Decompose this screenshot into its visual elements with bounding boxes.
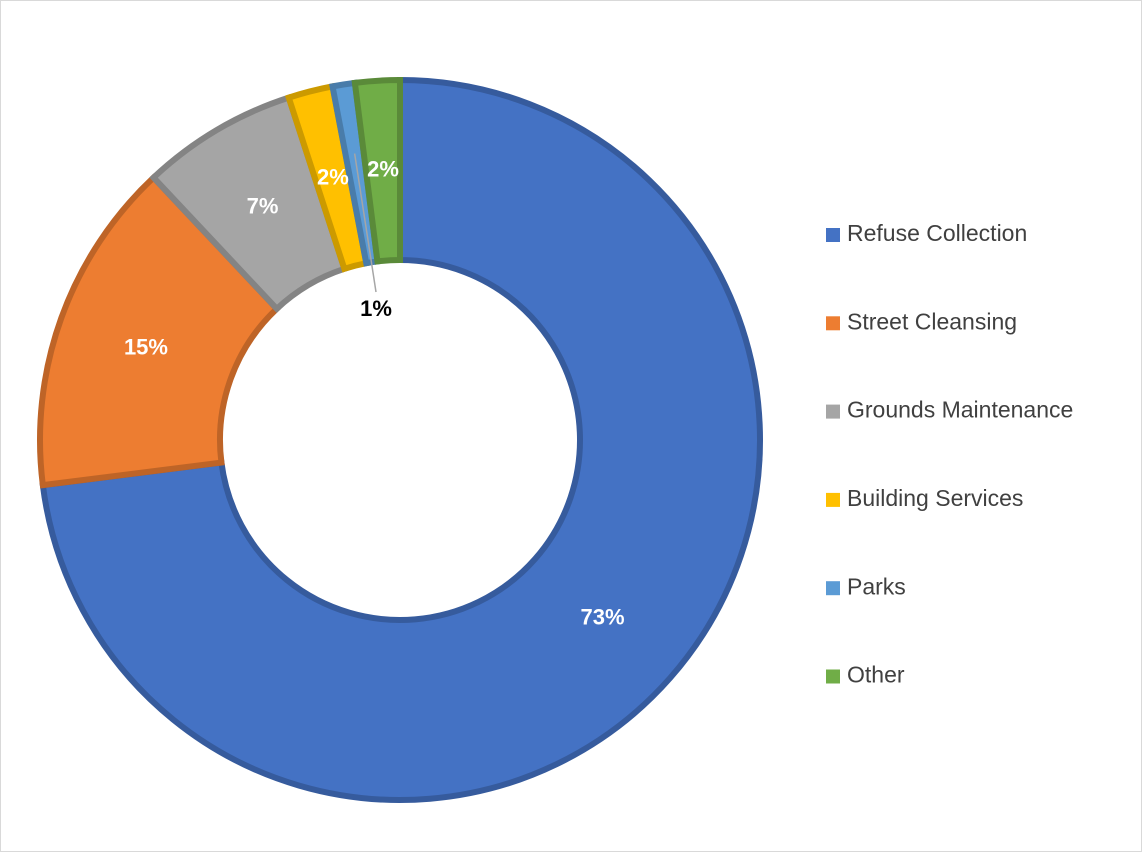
- legend-swatch: [826, 228, 840, 242]
- leader-line: [353, 153, 377, 293]
- legend-swatch: [826, 581, 840, 596]
- data-label: 7%: [247, 193, 279, 218]
- legend-label: Refuse Collection: [847, 220, 1027, 246]
- legend-label: Parks: [847, 573, 906, 599]
- slice: [37, 173, 282, 489]
- legend-label: Street Cleansing: [847, 308, 1017, 334]
- data-label: 2%: [367, 156, 399, 181]
- legend-swatch: [826, 404, 840, 419]
- data-label: 73%: [581, 604, 625, 629]
- legend-swatch: [826, 669, 840, 684]
- data-label: 1%: [360, 296, 392, 321]
- legend-swatch: [826, 316, 840, 331]
- slice: [39, 76, 763, 803]
- data-label: 15%: [124, 334, 168, 359]
- legend-label: Other: [847, 662, 905, 688]
- data-label: 2%: [317, 164, 349, 189]
- slice: [351, 76, 403, 265]
- legend-label: Building Services: [847, 485, 1023, 511]
- legend-label: Grounds Maintenance: [847, 397, 1073, 423]
- legend-swatch: [826, 492, 840, 507]
